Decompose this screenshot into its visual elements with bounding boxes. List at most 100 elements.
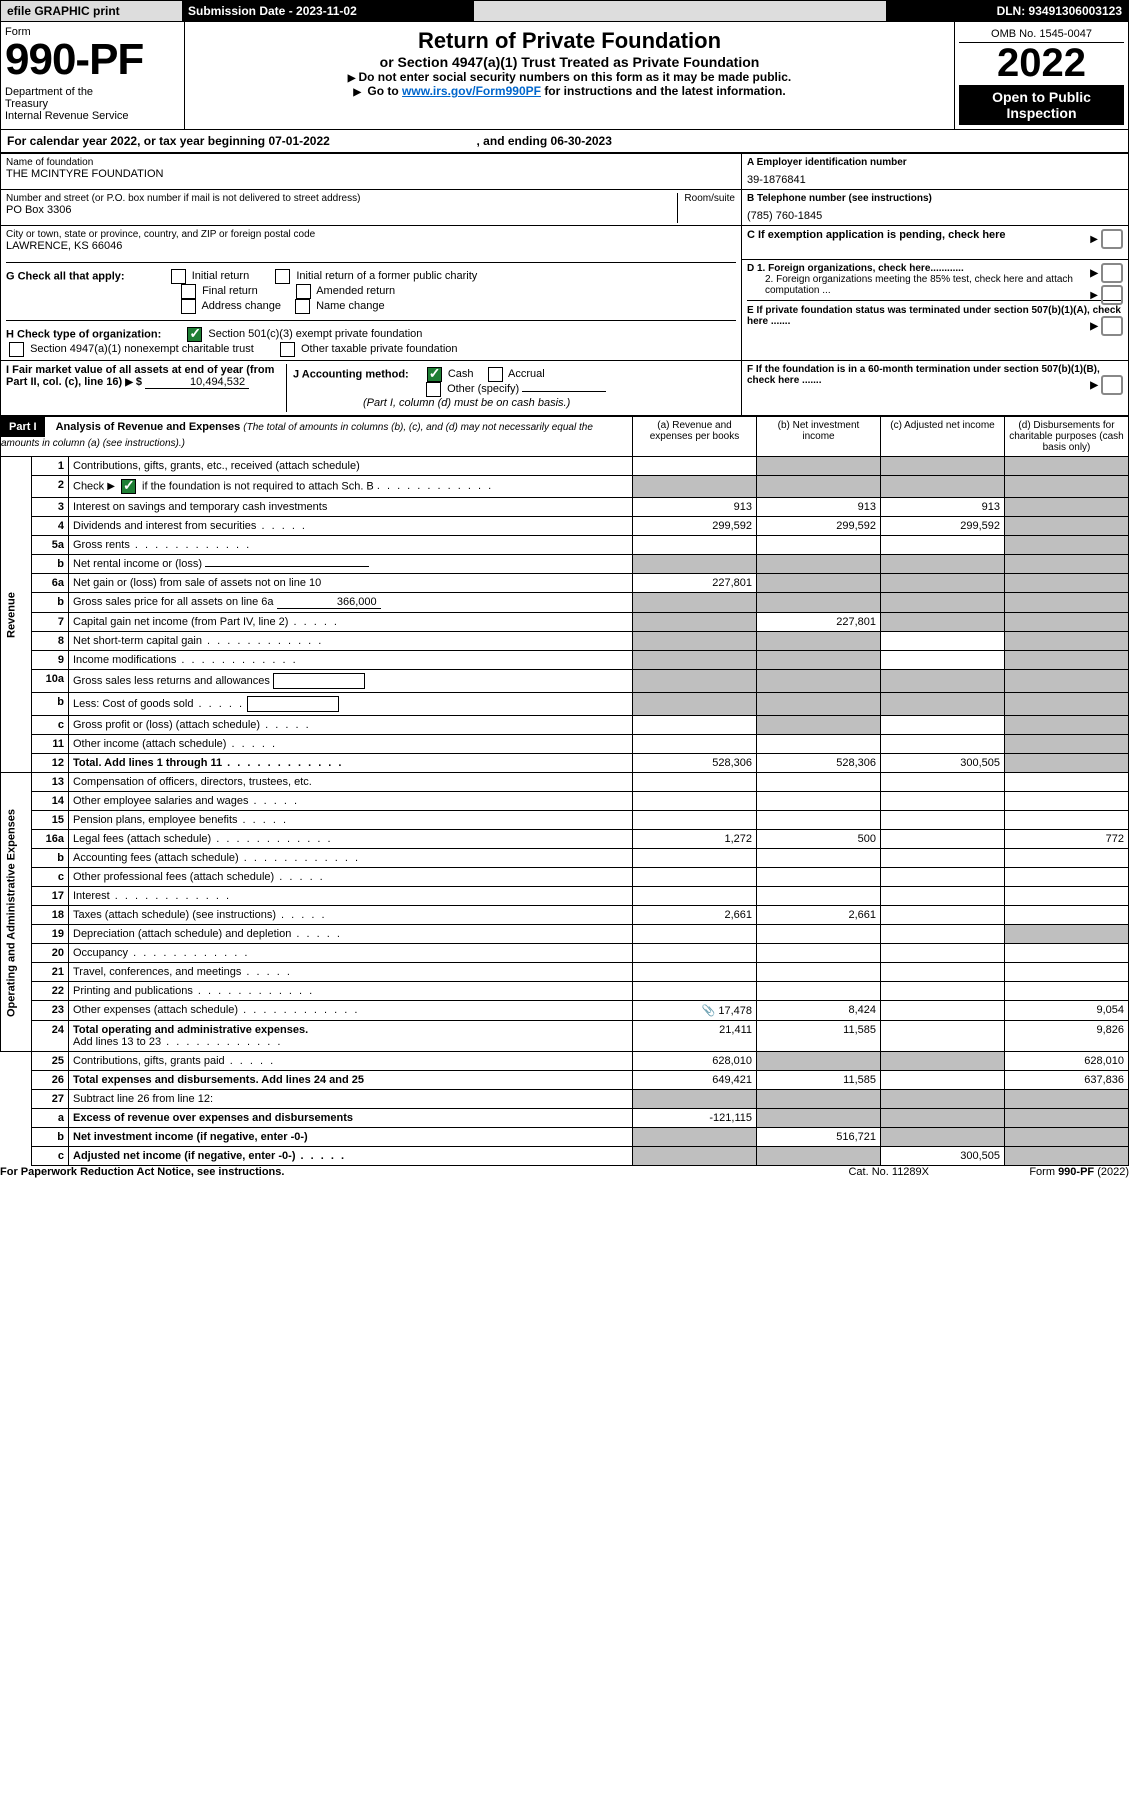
efile-label[interactable]: efile GRAPHIC print bbox=[1, 1, 183, 22]
address-change-checkbox[interactable] bbox=[181, 299, 196, 314]
cash-method-checkbox[interactable] bbox=[427, 367, 442, 382]
row-9: Income modifications bbox=[69, 651, 633, 670]
row-16a: Legal fees (attach schedule) bbox=[69, 830, 633, 849]
calendar-year-begin: For calendar year 2022, or tax year begi… bbox=[7, 134, 330, 148]
box-g-label: G Check all that apply: bbox=[6, 270, 125, 282]
row-5b: Net rental income or (loss) bbox=[69, 555, 633, 574]
footer-mid: Cat. No. 11289X bbox=[729, 1166, 929, 1178]
submission-date: Submission Date - 2023-11-02 bbox=[182, 1, 474, 22]
sch-b-checkbox[interactable] bbox=[121, 479, 136, 494]
row-15: Pension plans, employee benefits bbox=[69, 811, 633, 830]
address-label: Number and street (or P.O. box number if… bbox=[6, 193, 736, 204]
part1-title: Analysis of Revenue and Expenses bbox=[56, 421, 241, 433]
expenses-label: Operating and Administrative Expenses bbox=[1, 773, 32, 1052]
box-f: F If the foundation is in a 60-month ter… bbox=[747, 364, 1100, 386]
open-to-public: Open to Public Inspection bbox=[959, 85, 1124, 125]
accrual-method-checkbox[interactable] bbox=[488, 367, 503, 382]
telephone-label: B Telephone number (see instructions) bbox=[747, 193, 1123, 204]
row-14: Other employee salaries and wages bbox=[69, 792, 633, 811]
row-1: Contributions, gifts, grants, etc., rece… bbox=[69, 457, 633, 476]
row-10c: Gross profit or (loss) (attach schedule) bbox=[69, 716, 633, 735]
footer-right: Form 990-PF (2022) bbox=[929, 1166, 1129, 1178]
row-19: Depreciation (attach schedule) and deple… bbox=[69, 925, 633, 944]
section-501c3-checkbox[interactable] bbox=[187, 327, 202, 342]
row-23: Other expenses (attach schedule) bbox=[69, 1001, 633, 1021]
entity-info: Name of foundation THE MCINTYRE FOUNDATI… bbox=[0, 153, 1129, 416]
foundation-name: THE MCINTYRE FOUNDATION bbox=[6, 168, 736, 180]
row-16c: Other professional fees (attach schedule… bbox=[69, 868, 633, 887]
col-b-header: (b) Net investment income bbox=[757, 417, 881, 457]
row-6a: Net gain or (loss) from sale of assets n… bbox=[69, 574, 633, 593]
box-f-checkbox[interactable] bbox=[1101, 375, 1123, 395]
row-5a: Gross rents bbox=[69, 536, 633, 555]
part1-table: Part I Analysis of Revenue and Expenses … bbox=[0, 416, 1129, 1166]
box-c: C If exemption application is pending, c… bbox=[747, 229, 1006, 241]
box-c-checkbox[interactable] bbox=[1101, 229, 1123, 249]
other-method-checkbox[interactable] bbox=[426, 382, 441, 397]
row-13: Compensation of officers, directors, tru… bbox=[69, 773, 633, 792]
part1-label: Part I bbox=[1, 417, 45, 437]
row-24: Total operating and administrative expen… bbox=[69, 1021, 633, 1052]
row-12: Total. Add lines 1 through 11 bbox=[69, 754, 633, 773]
name-change-checkbox[interactable] bbox=[295, 299, 310, 314]
box-j-note: (Part I, column (d) must be on cash basi… bbox=[363, 397, 570, 409]
col-d-header: (d) Disbursements for charitable purpose… bbox=[1005, 417, 1129, 457]
room-label: Room/suite bbox=[677, 193, 735, 223]
address-value: PO Box 3306 bbox=[6, 204, 736, 216]
name-label: Name of foundation bbox=[6, 157, 736, 168]
box-h-label: H Check type of organization: bbox=[6, 328, 161, 340]
row-3: Interest on savings and temporary cash i… bbox=[69, 498, 633, 517]
form-header: Form 990-PF Department of theTreasuryInt… bbox=[0, 22, 1129, 130]
box-d1: D 1. Foreign organizations, check here..… bbox=[747, 263, 1123, 274]
amended-return-checkbox[interactable] bbox=[296, 284, 311, 299]
form-number: 990-PF bbox=[5, 38, 180, 82]
row-20: Occupancy bbox=[69, 944, 633, 963]
department: Department of theTreasuryInternal Revenu… bbox=[5, 86, 180, 122]
row-4: Dividends and interest from securities bbox=[69, 517, 633, 536]
telephone-value: (785) 760-1845 bbox=[747, 204, 1123, 222]
ein-value: 39-1876841 bbox=[747, 168, 1123, 186]
row-22: Printing and publications bbox=[69, 982, 633, 1001]
row-27: Subtract line 26 from line 12: bbox=[69, 1090, 633, 1109]
row-10b: Less: Cost of goods sold bbox=[69, 693, 633, 716]
row-27a: Excess of revenue over expenses and disb… bbox=[69, 1109, 633, 1128]
row-17: Interest bbox=[69, 887, 633, 906]
dln: DLN: 93491306003123 bbox=[886, 1, 1129, 22]
attachment-icon[interactable]: 📎 bbox=[702, 1005, 716, 1017]
box-d2-checkbox[interactable] bbox=[1101, 285, 1123, 305]
row-2: Check if the foundation is not required … bbox=[69, 476, 633, 498]
row-26: Total expenses and disbursements. Add li… bbox=[69, 1071, 633, 1090]
row-16b: Accounting fees (attach schedule) bbox=[69, 849, 633, 868]
form-link[interactable]: www.irs.gov/Form990PF bbox=[402, 84, 541, 98]
row-6b: Gross sales price for all assets on line… bbox=[69, 593, 633, 613]
other-taxable-checkbox[interactable] bbox=[280, 342, 295, 357]
form-title: Return of Private Foundation bbox=[191, 28, 948, 54]
col-c-header: (c) Adjusted net income bbox=[881, 417, 1005, 457]
row-27b: Net investment income (if negative, ente… bbox=[69, 1128, 633, 1147]
ein-label: A Employer identification number bbox=[747, 157, 1123, 168]
row-21: Travel, conferences, and meetings bbox=[69, 963, 633, 982]
city-value: LAWRENCE, KS 66046 bbox=[6, 240, 736, 252]
box-d2: 2. Foreign organizations meeting the 85%… bbox=[747, 274, 1123, 296]
row-25: Contributions, gifts, grants paid bbox=[69, 1052, 633, 1071]
final-return-checkbox[interactable] bbox=[181, 284, 196, 299]
box-d1-checkbox[interactable] bbox=[1101, 263, 1123, 283]
instruction-1: Do not enter social security numbers on … bbox=[191, 70, 948, 84]
instruction-2: Go to www.irs.gov/Form990PF for instruct… bbox=[191, 84, 948, 98]
initial-return-former-checkbox[interactable] bbox=[275, 269, 290, 284]
section-4947-checkbox[interactable] bbox=[9, 342, 24, 357]
fair-market-value: 10,494,532 bbox=[145, 376, 249, 389]
top-bar: efile GRAPHIC print Submission Date - 20… bbox=[0, 0, 1129, 22]
footer-left: For Paperwork Reduction Act Notice, see … bbox=[0, 1166, 729, 1178]
revenue-label: Revenue bbox=[1, 457, 32, 773]
box-e: E If private foundation status was termi… bbox=[747, 300, 1123, 327]
col-a-header: (a) Revenue and expenses per books bbox=[633, 417, 757, 457]
city-label: City or town, state or province, country… bbox=[6, 229, 736, 240]
box-e-checkbox[interactable] bbox=[1101, 316, 1123, 336]
box-j-label: J Accounting method: bbox=[293, 368, 409, 380]
row-11: Other income (attach schedule) bbox=[69, 735, 633, 754]
initial-return-checkbox[interactable] bbox=[171, 269, 186, 284]
form-subtitle: or Section 4947(a)(1) Trust Treated as P… bbox=[191, 54, 948, 70]
calendar-year-end: , and ending 06-30-2023 bbox=[477, 134, 612, 148]
tax-year: 2022 bbox=[959, 43, 1124, 83]
